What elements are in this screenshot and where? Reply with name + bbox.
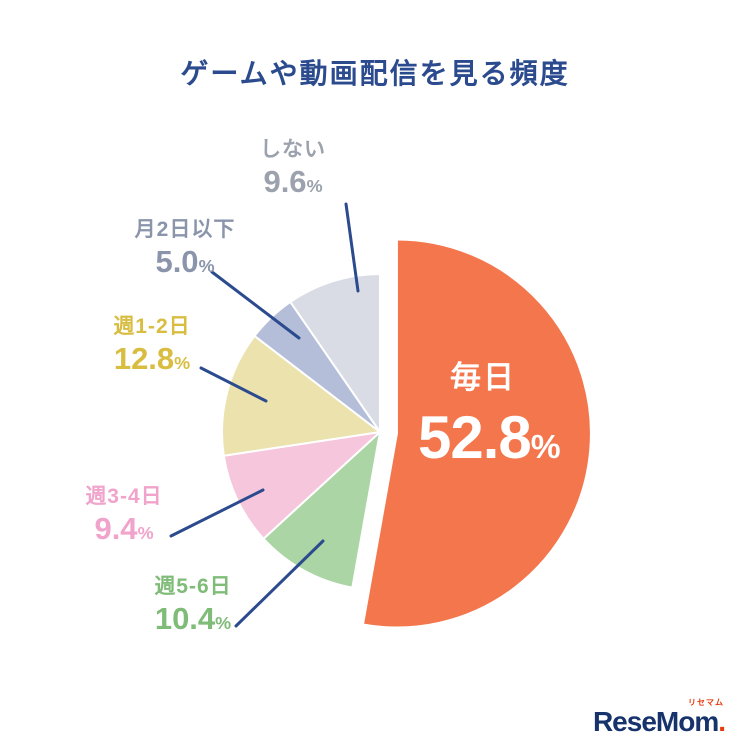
pie-slice-none — [289, 273, 381, 433]
leader-line-week-1-2 — [199, 366, 268, 403]
slice-value-number: 12.8 — [113, 341, 175, 377]
pie-slices — [221, 238, 592, 629]
slice-value: 9.6% — [233, 164, 353, 200]
slice-value: 52.8% — [418, 403, 618, 472]
pie-slice-week-5-6 — [262, 431, 381, 589]
slice-label: 月2日以下 — [134, 218, 236, 241]
leader-line-week-5-6 — [234, 539, 325, 628]
resemom-logo: リセマム ReseMom. — [593, 699, 726, 736]
slice-callout-week-5-6: 週5-6日 10.4% — [130, 575, 256, 637]
slice-label: 毎日 — [450, 360, 516, 395]
slice-value: 5.0% — [110, 244, 260, 280]
percent-sign: % — [306, 176, 323, 197]
slice-callout-every-day: 毎日 52.8% — [418, 352, 618, 472]
slice-callout-none: しない 9.6% — [233, 138, 353, 200]
slice-label: しない — [260, 138, 326, 161]
slice-label: 週3-4日 — [85, 485, 163, 508]
slice-value-number: 9.4 — [94, 511, 138, 547]
pie-slice-week-3-4 — [222, 431, 381, 540]
slice-value-number: 52.8 — [418, 404, 532, 471]
leader-lines — [169, 202, 360, 628]
slice-value-number: 9.6 — [263, 164, 307, 200]
pie-slice-week-1-2 — [221, 334, 381, 457]
slice-value: 12.8% — [90, 341, 214, 377]
logo-wordmark: ReseMom — [592, 706, 719, 737]
percent-sign: % — [215, 613, 232, 634]
slice-callout-week-1-2: 週1-2日 12.8% — [90, 315, 214, 377]
percent-sign: % — [137, 523, 154, 544]
percent-sign: % — [198, 256, 215, 277]
slice-value-number: 5.0 — [155, 244, 199, 280]
slice-value: 10.4% — [130, 601, 256, 637]
leader-line-month-2-or-less — [210, 270, 301, 340]
percent-sign: % — [174, 353, 191, 374]
leader-line-week-3-4 — [169, 488, 265, 538]
slice-value-number: 10.4 — [154, 601, 216, 637]
logo-dot: . — [718, 706, 726, 737]
pie-slice-every-day — [361, 238, 592, 629]
slice-value: 9.4% — [64, 511, 184, 547]
slice-label: 週5-6日 — [154, 575, 232, 598]
slice-callout-month-2-or-less: 月2日以下 5.0% — [110, 218, 260, 280]
slice-label: 週1-2日 — [113, 315, 191, 338]
page-title: ゲームや動画配信を見る頻度 — [180, 58, 570, 89]
slice-callout-week-3-4: 週3-4日 9.4% — [64, 485, 184, 547]
percent-sign: % — [530, 429, 561, 466]
leader-line-none — [344, 202, 360, 293]
logo-kana-text: リセマム — [688, 698, 724, 707]
